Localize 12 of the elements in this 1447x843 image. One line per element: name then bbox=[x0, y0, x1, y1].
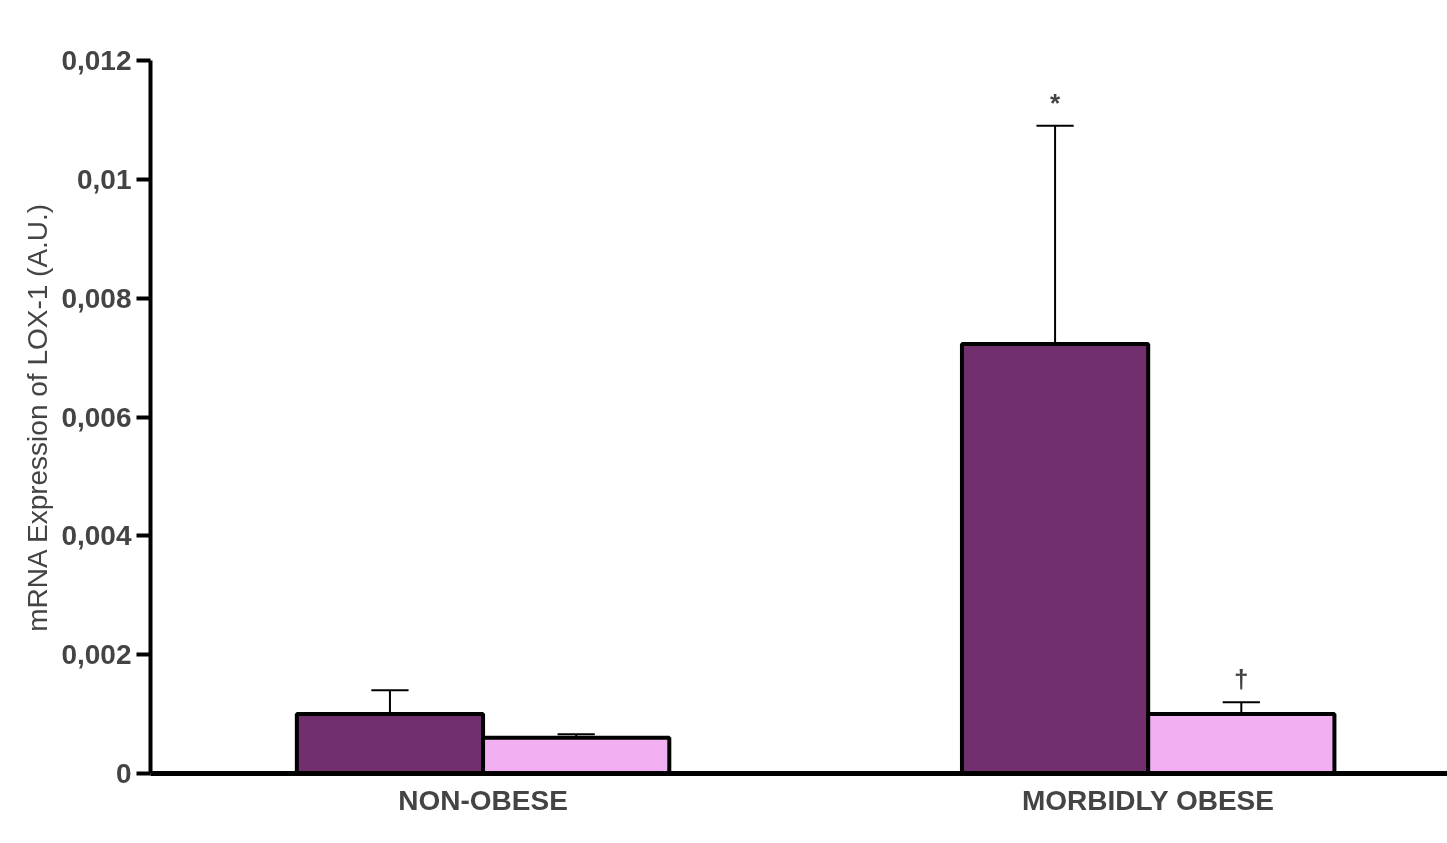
y-tick-label: 0 bbox=[115, 758, 132, 789]
y-tick-label: 0,004 bbox=[61, 520, 132, 552]
y-tick-label: 0,012 bbox=[61, 45, 132, 76]
annotation: * bbox=[1050, 87, 1062, 118]
y-tick-label: 0,002 bbox=[61, 639, 132, 671]
annotation: † bbox=[1234, 664, 1249, 695]
y-tick-label: 0,01 bbox=[77, 163, 132, 195]
y-tick-label: 0,008 bbox=[61, 282, 132, 314]
x-tick-label: NON-OBESE bbox=[398, 784, 568, 816]
y-tick-label: 0,006 bbox=[61, 401, 132, 433]
x-tick-label: MORBIDLY OBESE bbox=[1021, 784, 1274, 816]
y-axis-title: mRNA Expression of LOX-1 (A.U.) bbox=[22, 203, 54, 632]
